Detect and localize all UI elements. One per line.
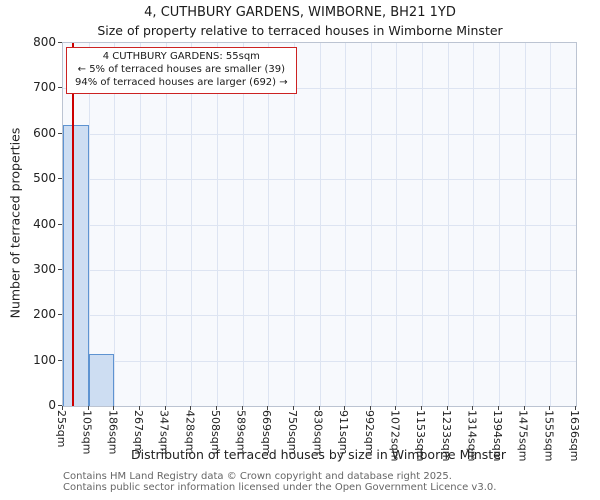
v-gridline: [473, 43, 475, 406]
x-tick-label: 508sqm: [208, 410, 222, 455]
histogram-bar: [88, 353, 115, 406]
x-tick-label: 589sqm: [234, 410, 248, 455]
x-tick-label: 992sqm: [362, 410, 376, 455]
y-tick-mark: [58, 178, 62, 180]
v-gridline: [319, 43, 321, 406]
x-tick-label: 669sqm: [260, 410, 274, 455]
x-tick-label: 1636sqm: [568, 410, 581, 462]
x-tick-mark: [446, 406, 448, 410]
y-tick-mark: [58, 268, 62, 270]
y-tick-mark: [58, 87, 62, 89]
x-tick-mark: [215, 406, 217, 410]
v-gridline: [191, 43, 193, 406]
x-tick-mark: [241, 406, 243, 410]
x-tick-mark: [498, 406, 500, 410]
x-tick-label: 267sqm: [131, 410, 145, 455]
v-gridline: [216, 43, 218, 406]
x-tick-label: 347sqm: [157, 410, 171, 455]
footer-attribution-1: Contains HM Land Registry data © Crown c…: [63, 471, 452, 482]
x-tick-label: 105sqm: [80, 410, 94, 455]
y-tick-label: 800: [33, 35, 56, 49]
x-tick-mark: [421, 406, 423, 410]
annotation-line-1: 4 CUTHBURY GARDENS: 55sqm: [102, 51, 260, 62]
x-tick-mark: [113, 406, 115, 410]
v-gridline: [422, 43, 424, 406]
v-gridline: [139, 43, 141, 406]
v-gridline: [524, 43, 526, 406]
x-tick-label: 750sqm: [285, 410, 299, 455]
v-gridline: [345, 43, 347, 406]
v-gridline: [88, 43, 90, 406]
y-tick-mark: [58, 223, 62, 225]
x-tick-label: 1072sqm: [388, 410, 402, 462]
x-tick-label: 1394sqm: [491, 410, 505, 462]
x-tick-label: 830sqm: [311, 410, 325, 455]
x-tick-mark: [190, 406, 192, 410]
x-tick-mark: [318, 406, 320, 410]
y-tick-mark: [58, 42, 62, 43]
property-annotation-box: 4 CUTHBURY GARDENS: 55sqm ← 5% of terrac…: [66, 47, 297, 94]
y-tick-label: 600: [33, 125, 56, 140]
x-tick-mark: [472, 406, 474, 410]
y-tick-label: 100: [33, 352, 56, 367]
y-tick-label: 400: [33, 216, 56, 231]
x-tick-label: 428sqm: [183, 410, 197, 455]
x-tick-mark: [549, 406, 551, 410]
y-tick-label: 700: [33, 80, 56, 95]
x-tick-mark: [369, 406, 371, 410]
y-tick-mark: [58, 405, 62, 406]
v-gridline: [396, 43, 398, 406]
y-tick-label: 0: [48, 398, 56, 412]
plot-area: [62, 42, 577, 407]
x-tick-label: 186sqm: [106, 410, 120, 455]
v-gridline: [268, 43, 270, 406]
y-tick-label: 300: [33, 261, 56, 276]
histogram-bar: [63, 124, 89, 406]
chart-subtitle: Size of property relative to terraced ho…: [97, 23, 503, 38]
chart-title: 4, CUTHBURY GARDENS, WIMBORNE, BH21 1YD: [144, 5, 456, 20]
x-tick-mark: [138, 406, 140, 410]
y-tick-label: 500: [33, 171, 56, 186]
x-tick-label: 1153sqm: [414, 410, 428, 462]
x-axis-title: Distribution of terraced houses by size …: [130, 447, 506, 462]
x-tick-mark: [267, 406, 269, 410]
v-gridline: [550, 43, 552, 406]
y-tick-label: 200: [33, 307, 56, 322]
x-tick-mark: [164, 406, 166, 410]
x-tick-mark: [292, 406, 294, 410]
v-gridline: [114, 43, 116, 406]
v-gridline: [242, 43, 244, 406]
x-tick-label: 1555sqm: [542, 410, 556, 462]
x-tick-mark: [575, 406, 576, 410]
x-tick-label: 1233sqm: [439, 410, 453, 462]
y-tick-mark: [58, 132, 62, 134]
x-tick-mark: [344, 406, 346, 410]
x-tick-label: 25sqm: [55, 410, 68, 448]
x-tick-label: 1314sqm: [465, 410, 479, 462]
v-gridline: [370, 43, 372, 406]
v-gridline: [447, 43, 449, 406]
y-tick-mark: [58, 314, 62, 316]
v-gridline: [499, 43, 501, 406]
annotation-line-3: 94% of terraced houses are larger (692) …: [75, 77, 288, 89]
x-tick-mark: [523, 406, 525, 410]
x-tick-label: 911sqm: [337, 410, 351, 455]
footer-attribution-2: Contains public sector information licen…: [63, 482, 497, 493]
v-gridline: [293, 43, 295, 406]
x-tick-mark: [395, 406, 397, 410]
property-size-marker-line: [71, 43, 74, 406]
x-tick-mark: [62, 406, 63, 410]
v-gridline: [165, 43, 167, 406]
annotation-line-2: ← 5% of terraced houses are smaller (39): [77, 64, 285, 76]
x-tick-label: 1475sqm: [516, 410, 530, 462]
x-tick-mark: [87, 406, 89, 410]
y-tick-mark: [58, 359, 62, 361]
